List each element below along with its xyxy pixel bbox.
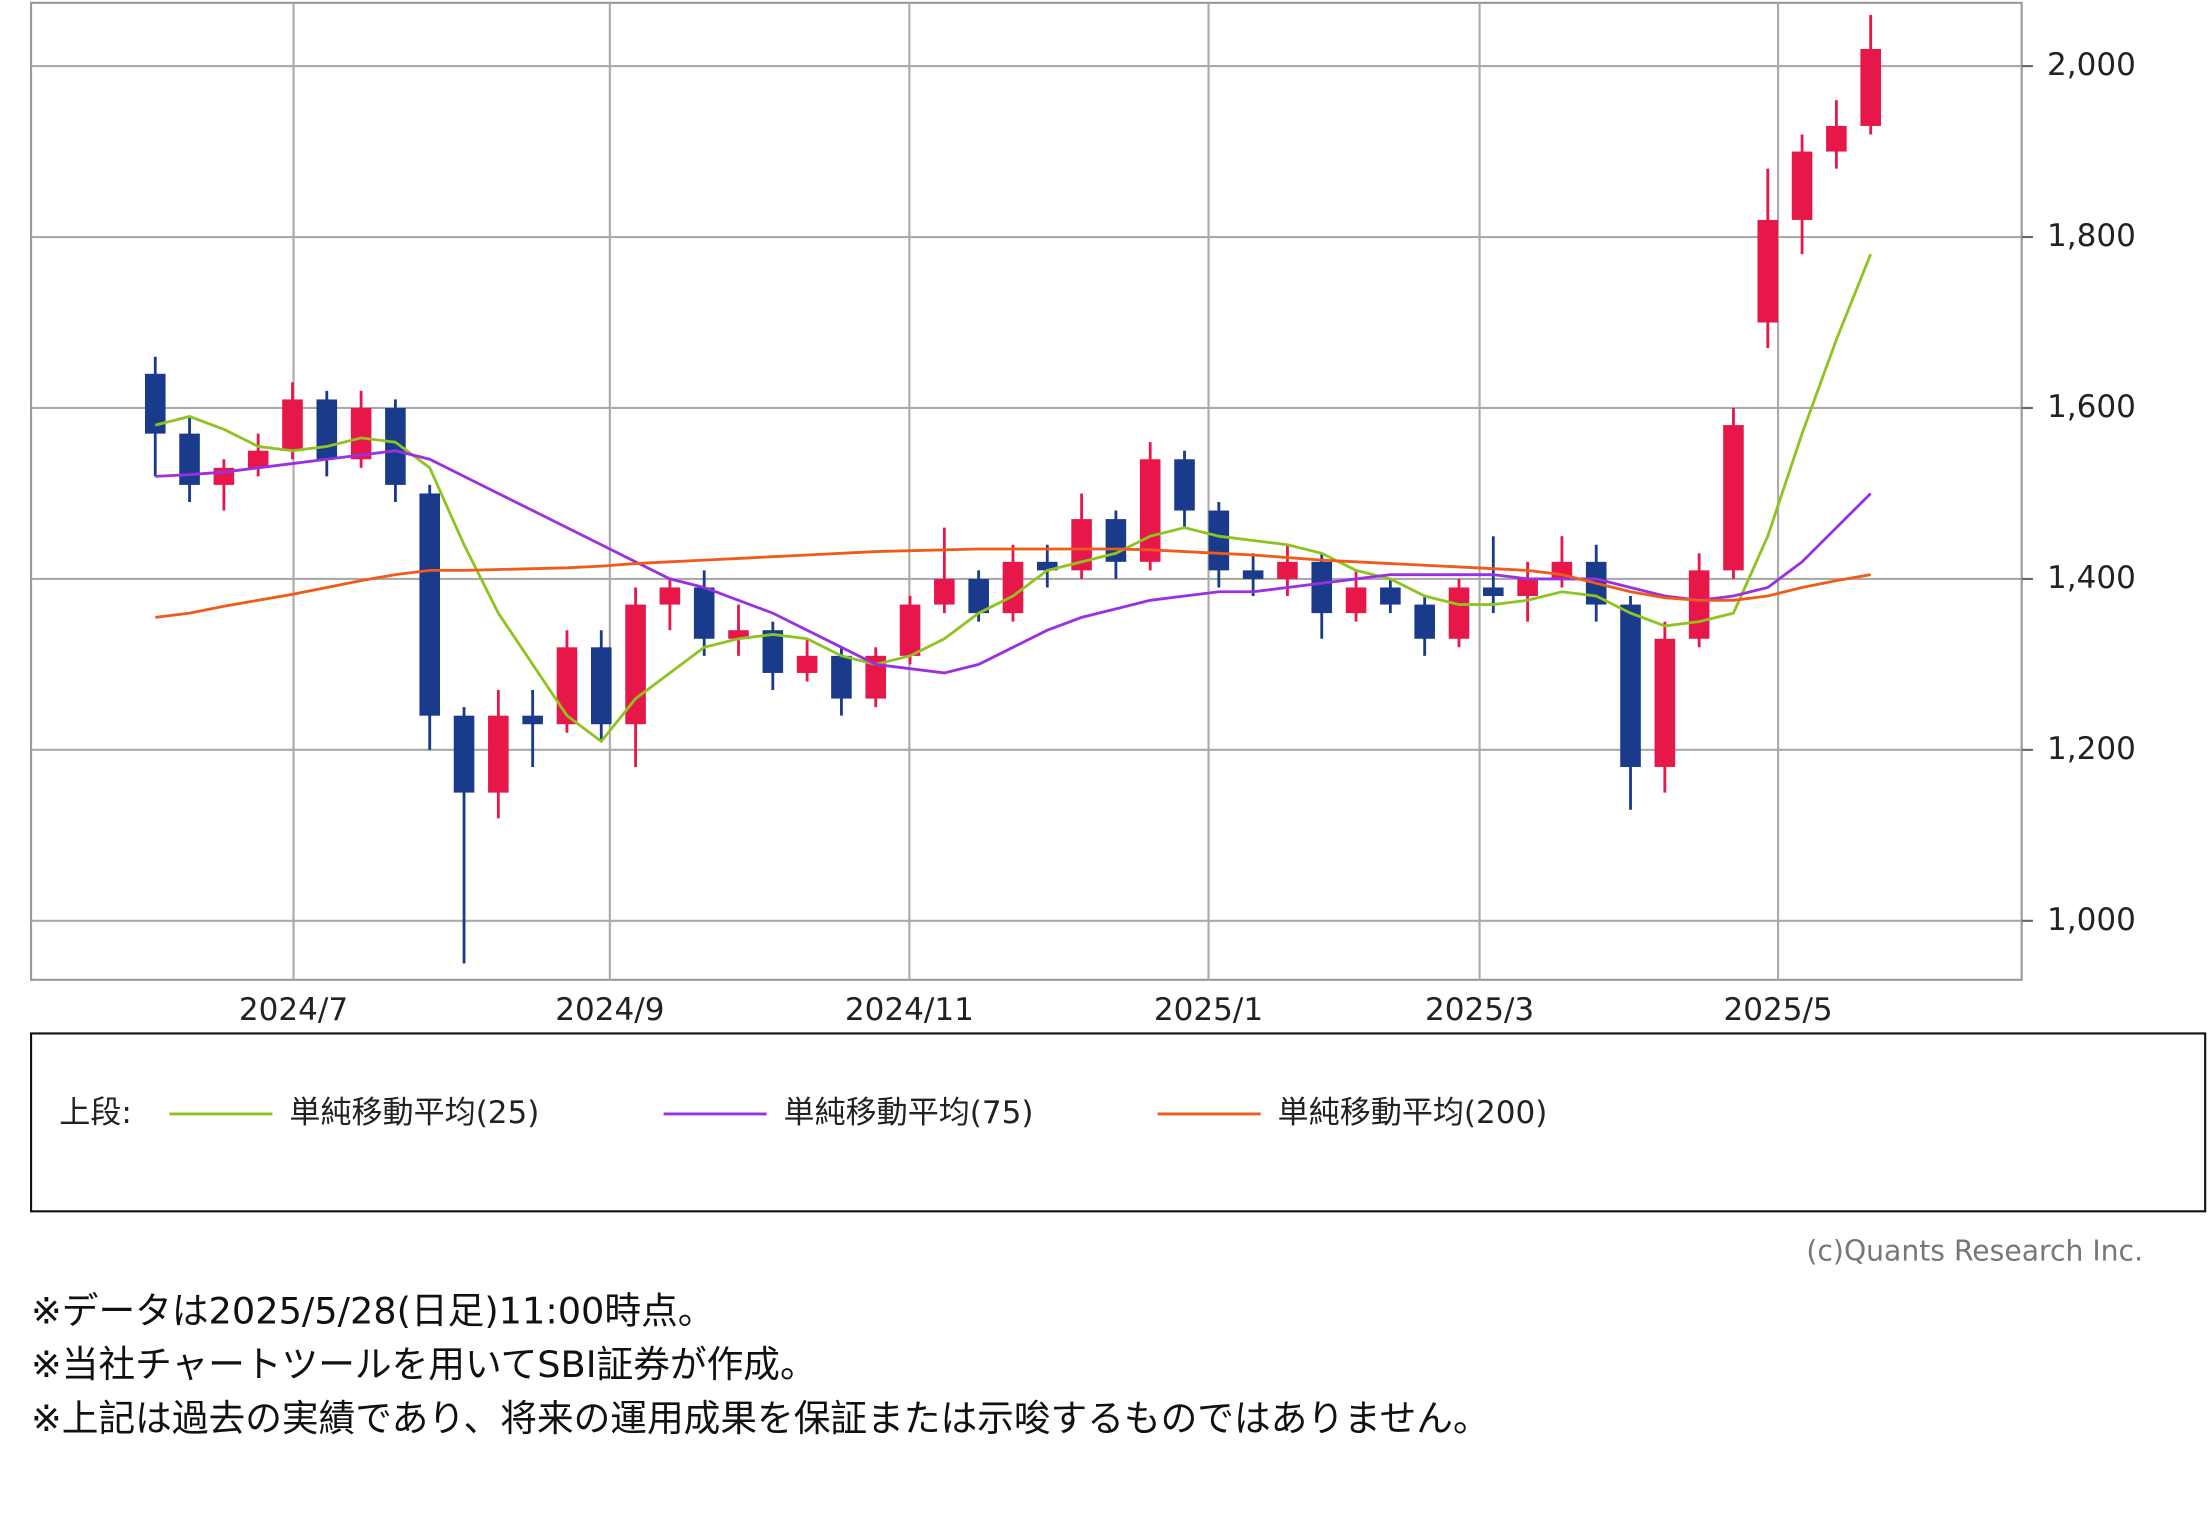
legend-box [30, 1032, 2207, 1213]
candle-body [1448, 587, 1470, 639]
candle-body [350, 407, 372, 460]
candle-body [968, 578, 989, 614]
x-tick-label: 2025/3 [1425, 992, 1534, 1028]
candle-body [934, 578, 955, 605]
x-tick-label: 2025/1 [1154, 992, 1263, 1028]
candle-body [1654, 638, 1676, 767]
candle-body [1036, 561, 1058, 571]
candle-body [282, 399, 303, 451]
legend-label: 単純移動平均(25) [289, 1095, 539, 1131]
candle-body [1791, 151, 1813, 220]
candle-body [144, 373, 166, 434]
candle-body [556, 647, 578, 725]
legend-prefix: 上段: [59, 1095, 132, 1131]
candle-body [1483, 587, 1504, 597]
candle-body [1414, 604, 1435, 639]
candle-body [899, 604, 921, 656]
candle-body [179, 433, 200, 485]
x-tick-label: 2024/7 [239, 992, 348, 1028]
candle-body [1517, 578, 1538, 597]
candle-body [1174, 459, 1195, 511]
x-tick-label: 2024/9 [555, 992, 664, 1028]
y-tick-label: 1,600 [2047, 389, 2136, 425]
candle-body [453, 715, 475, 793]
candle-body [1723, 425, 1744, 571]
candle-body [831, 655, 852, 699]
candle-body [1757, 219, 1779, 323]
moving-average-line [155, 547, 1871, 619]
note: ※当社チャートツールを用いてSBI証券が作成。 [31, 1343, 817, 1386]
y-tick-label: 1,400 [2047, 560, 2136, 596]
x-tick-label: 2024/11 [845, 992, 974, 1028]
candle-body [1688, 570, 1710, 639]
y-tick-label: 1,800 [2047, 218, 2136, 254]
candle-body [1071, 519, 1092, 571]
note: ※上記は過去の実績であり、将来の運用成果を保証または示唆するものではありません。 [31, 1397, 1490, 1440]
y-tick-label: 1,200 [2047, 731, 2136, 767]
legend-label: 単純移動平均(75) [784, 1095, 1034, 1131]
candle-body [762, 630, 784, 673]
candle-body [1208, 510, 1230, 571]
candle-body [590, 647, 612, 725]
candle-body [865, 655, 887, 699]
candle-body [247, 450, 269, 468]
x-tick-label: 2025/5 [1723, 992, 1832, 1028]
candle-body [1826, 125, 1847, 152]
credit: (c)Quants Research Inc. [1806, 1234, 2143, 1267]
candle-body [419, 493, 441, 716]
candle-body [1242, 570, 1264, 579]
candle-body [488, 715, 509, 793]
candle-body [385, 407, 406, 485]
candle-body [796, 655, 818, 673]
candle-body [1002, 561, 1024, 614]
moving-average-line [154, 253, 1872, 744]
candle-body [1139, 459, 1161, 562]
candle-body [1311, 561, 1333, 614]
legend-label: 単純移動平均(200) [1278, 1095, 1548, 1131]
candle-body [1345, 587, 1367, 614]
candle-body [1380, 587, 1401, 605]
candle-body [1860, 49, 1881, 126]
candle-body [316, 399, 338, 460]
candle-body [522, 715, 543, 725]
candle-body [693, 587, 715, 639]
candle-body [1277, 561, 1298, 579]
y-tick-label: 1,000 [2047, 902, 2136, 938]
candle-body [728, 630, 749, 639]
candle-body [659, 587, 681, 605]
note: ※データは2025/5/28(日足)11:00時点。 [31, 1289, 714, 1332]
plot-area [30, 1, 2023, 981]
candle-body [1620, 604, 1641, 767]
y-tick-label: 2,000 [2047, 47, 2136, 83]
